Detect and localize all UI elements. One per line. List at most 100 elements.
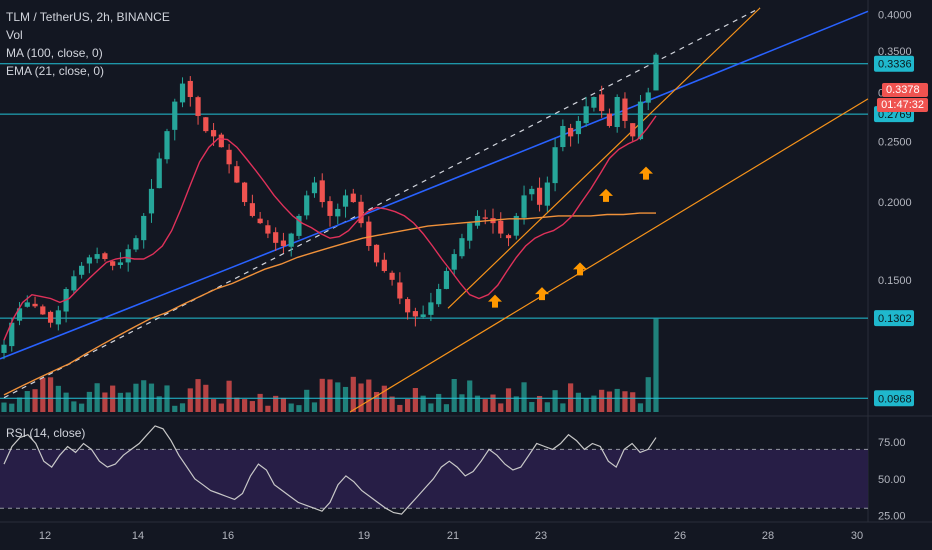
- volume-bar: [498, 403, 504, 412]
- candle-body: [9, 322, 15, 347]
- trendlines: [0, 7, 869, 413]
- volume-bar: [319, 378, 325, 412]
- volume-bar: [273, 395, 279, 412]
- volume-bar: [257, 393, 263, 412]
- volume-legend[interactable]: Vol: [6, 28, 23, 42]
- candle-body: [40, 306, 46, 315]
- horizontal-levels: 0.3336 0.2769 0.1302 0.0968: [0, 55, 914, 407]
- rsi-axis[interactable]: 75.00 50.00 25.00: [878, 437, 906, 523]
- candle-body: [273, 232, 279, 243]
- volume-bar: [9, 403, 15, 412]
- volume-bar: [505, 388, 512, 412]
- candle-body: [234, 166, 240, 183]
- ema21-line: [3, 115, 657, 341]
- volume-bar: [47, 377, 54, 412]
- candle-body: [288, 233, 294, 247]
- candle-body: [645, 92, 651, 103]
- volume-bar: [606, 391, 613, 412]
- time-tick: 19: [358, 530, 370, 542]
- candle-body: [420, 314, 426, 318]
- time-axis[interactable]: 12 14 16 19 21 23 26 28 30: [39, 530, 863, 542]
- volume-bar: [552, 390, 558, 412]
- volume-bar: [389, 396, 395, 412]
- price-tick: 0.4000: [878, 10, 912, 22]
- candle-body: [521, 195, 527, 218]
- volume-bar: [599, 389, 605, 412]
- rsi-legend[interactable]: RSI (14, close): [6, 426, 86, 440]
- candle-body: [179, 83, 186, 103]
- volume-bar: [141, 380, 147, 412]
- rsi-tick: 75.00: [878, 437, 906, 449]
- candle-body: [141, 215, 147, 241]
- volume-bar: [226, 380, 232, 412]
- countdown-badge: 01:47:32: [877, 98, 928, 112]
- volume-bar: [265, 405, 271, 412]
- blue-curve: [0, 10, 869, 360]
- rsi-tick: 25.00: [878, 511, 906, 523]
- volume-bar: [405, 399, 411, 412]
- candle-body: [459, 238, 465, 257]
- candle-body: [498, 220, 504, 234]
- volume-bar: [622, 391, 628, 412]
- candle-body: [342, 195, 349, 207]
- level-label: 0.3336: [878, 59, 912, 71]
- dashed-trendline: [3, 7, 761, 399]
- volume-bar: [490, 394, 496, 412]
- volume-bar: [249, 401, 255, 412]
- volume-bar: [1, 402, 7, 412]
- volume-bar: [117, 392, 124, 412]
- level-label: 0.1302: [878, 313, 912, 325]
- candle-body: [505, 235, 512, 239]
- up-arrow-icon: [535, 287, 549, 301]
- volume-bar: [79, 403, 85, 412]
- symbol-title[interactable]: TLM / TetherUS, 2h, BINANCE: [6, 10, 170, 24]
- volume-bar: [187, 388, 193, 412]
- volume-bar: [366, 379, 372, 412]
- level-badge: [874, 310, 914, 327]
- candle-body: [110, 261, 116, 266]
- ema-legend[interactable]: EMA (21, close, 0): [6, 64, 105, 78]
- candle-body: [389, 272, 395, 280]
- candle-body: [614, 96, 620, 128]
- volume-bar: [304, 389, 310, 412]
- volume-bar: [24, 391, 30, 412]
- volume-bar: [630, 392, 636, 412]
- volume-bar: [55, 385, 61, 412]
- candle-body: [79, 265, 85, 275]
- volume-bar: [327, 379, 333, 412]
- volume-bar: [311, 402, 318, 412]
- candle-body: [102, 253, 108, 260]
- volume-bar: [335, 382, 341, 412]
- volume-bar: [179, 403, 186, 412]
- volume-bar: [210, 399, 217, 412]
- current-price-badge: 0.3378: [882, 83, 928, 97]
- candle-body: [86, 257, 92, 264]
- candle-body: [599, 94, 605, 112]
- volume-bar: [373, 391, 380, 412]
- level-label: 0.0968: [878, 393, 912, 405]
- rsi-polyline: [3, 425, 657, 515]
- ma-legend[interactable]: MA (100, close, 0): [6, 46, 103, 60]
- volume-bar: [591, 395, 597, 412]
- candle-body: [249, 203, 255, 216]
- candle-body: [366, 221, 372, 247]
- candle-body: [358, 201, 364, 224]
- volume-bar: [296, 405, 302, 412]
- up-arrow-icon: [599, 188, 613, 202]
- candle-body: [280, 240, 287, 247]
- volume-bar: [218, 403, 224, 412]
- up-arrow-icon: [488, 294, 502, 308]
- moving-averages: [3, 115, 657, 396]
- volume-bar: [172, 405, 178, 412]
- candle-body: [242, 182, 248, 203]
- candle-body: [156, 158, 162, 189]
- volume-bar: [568, 383, 574, 412]
- candle-body: [133, 238, 139, 250]
- volume-bar: [71, 401, 77, 412]
- candle-body: [218, 134, 224, 148]
- rsi-tick: 50.00: [878, 474, 906, 486]
- candlesticks: [1, 52, 659, 360]
- candle-body: [405, 299, 411, 313]
